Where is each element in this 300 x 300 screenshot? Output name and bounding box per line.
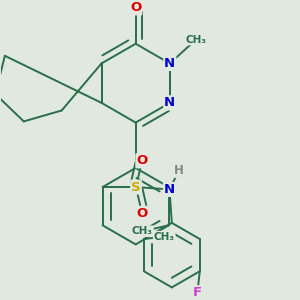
Text: N: N	[164, 57, 176, 70]
Text: O: O	[136, 154, 148, 167]
Text: O: O	[130, 2, 141, 14]
Text: CH₃: CH₃	[186, 34, 207, 44]
Text: O: O	[136, 207, 148, 220]
Text: F: F	[193, 286, 202, 299]
Text: CH₃: CH₃	[154, 232, 175, 242]
Text: S: S	[131, 181, 141, 194]
Text: CH₃: CH₃	[132, 226, 153, 236]
Text: N: N	[164, 183, 175, 196]
Text: N: N	[164, 96, 176, 110]
Text: H: H	[174, 164, 184, 177]
